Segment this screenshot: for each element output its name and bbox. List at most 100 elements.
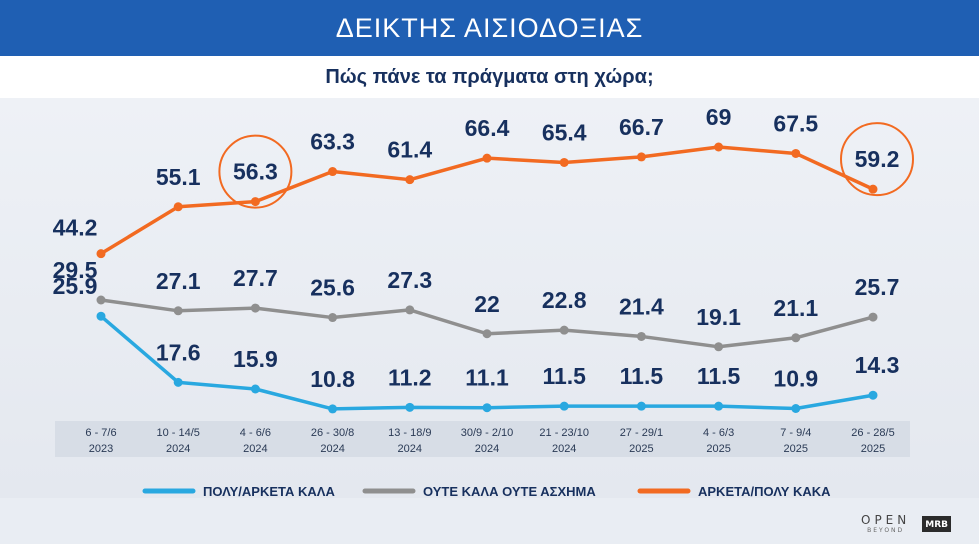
legend-label: ΑΡΚΕΤΑ/ΠΟΛΥ ΚΑΚΑ [698, 484, 831, 499]
data-point [482, 403, 492, 413]
data-label: 59.2 [855, 146, 900, 172]
logo-area: OPEN BEYOND MRB [861, 513, 951, 534]
x-tick-label: 13 - 18/9 [388, 427, 431, 439]
chart-subtitle: Πώς πάνε τα πράγματα στη χώρα; [325, 65, 654, 88]
x-axis-band [55, 421, 910, 457]
data-point [714, 142, 724, 152]
x-tick-label: 2025 [629, 443, 653, 455]
x-tick-label: 26 - 28/5 [851, 427, 894, 439]
data-label: 44.2 [53, 215, 98, 241]
data-label: 66.4 [465, 115, 510, 141]
data-label: 21.4 [619, 293, 664, 319]
data-point [328, 167, 338, 177]
data-point [559, 157, 569, 167]
data-label: 25.7 [855, 274, 900, 300]
x-tick-label: 2024 [243, 443, 267, 455]
data-label: 22 [474, 291, 500, 317]
data-point [96, 249, 106, 259]
x-tick-label: 7 - 9/4 [780, 427, 811, 439]
data-label: 69 [706, 104, 732, 130]
x-tick-label: 2024 [475, 443, 499, 455]
data-point [482, 329, 492, 339]
series-2: 25.9 17.6 15.9 10.8 11.2 11.1 11.5 11.5 11.5 10.9… [53, 273, 900, 414]
data-label: 66.7 [619, 114, 664, 140]
data-point [559, 401, 569, 411]
data-label: 19.1 [696, 304, 741, 330]
data-label: 11.1 [465, 365, 509, 391]
x-tick-label: 4 - 6/6 [240, 427, 271, 439]
x-tick-label: 2025 [706, 443, 730, 455]
data-point [96, 311, 106, 321]
data-point [868, 184, 878, 194]
data-point [250, 384, 260, 394]
data-point [482, 153, 492, 163]
highlight-circle [218, 134, 293, 209]
data-point [405, 402, 415, 412]
data-label: 27.7 [233, 265, 278, 291]
data-label: 29.5 [53, 257, 98, 283]
data-label: 11.2 [388, 364, 432, 390]
data-point [328, 404, 338, 414]
data-label: 27.3 [387, 267, 432, 293]
data-label: 11.5 [620, 363, 664, 389]
data-point [173, 202, 183, 212]
x-tick-label: 27 - 29/1 [620, 427, 663, 439]
data-point [405, 305, 415, 315]
x-tick-label: 6 - 7/6 [85, 427, 116, 439]
title-banner: ΔΕΙΚΤΗΣ ΑΙΣΙΟΔΟΞΙΑΣ [0, 0, 979, 56]
data-label: 10.9 [773, 366, 818, 392]
data-point [714, 401, 724, 411]
data-label: 21.1 [773, 295, 818, 321]
series-0: 44.2 55.1 56.3 63.3 61.4 66.4 65.4 66.7 69 67.5 59… [53, 104, 914, 259]
data-point [559, 325, 569, 335]
data-label: 65.4 [542, 119, 587, 145]
data-label: 22.8 [542, 287, 587, 313]
open-beyond-logo: OPEN BEYOND [861, 513, 910, 534]
series-1: 29.5 27.1 27.7 25.6 27.3 22 22.8 21.4 19.1 21.1 25… [53, 257, 900, 352]
x-tick-label: 2024 [166, 443, 190, 455]
logo-main-text: OPEN [861, 513, 911, 527]
data-label: 61.4 [387, 137, 432, 163]
data-point [250, 197, 260, 207]
data-point [405, 175, 415, 185]
data-point [791, 148, 801, 158]
data-label: 10.8 [310, 366, 355, 392]
data-label: 11.5 [697, 363, 741, 389]
logo-sub-text: BEYOND [867, 527, 905, 534]
data-point [250, 303, 260, 313]
x-tick-label: 2024 [552, 443, 576, 455]
data-point [173, 306, 183, 316]
data-label: 25.9 [53, 273, 98, 299]
x-tick-label: 2024 [398, 443, 422, 455]
data-point [791, 404, 801, 413]
x-tick-label: 30/9 - 2/10 [461, 427, 514, 439]
data-point [868, 390, 878, 400]
data-label: 27.1 [156, 268, 201, 294]
legend-label: ΟΥΤΕ ΚΑΛΑ ΟΥΤΕ ΑΣΧΗΜΑ [423, 484, 596, 499]
data-point [791, 333, 801, 343]
data-label: 67.5 [773, 110, 818, 136]
data-label: 15.9 [233, 346, 278, 372]
series-line-0 [100, 145, 874, 256]
data-label: 14.3 [855, 352, 900, 378]
data-point [714, 342, 724, 352]
x-tick-label: 2023 [89, 443, 113, 455]
x-tick-label: 2025 [861, 443, 885, 455]
data-point [328, 313, 338, 323]
data-point [173, 377, 183, 387]
data-label: 63.3 [310, 129, 355, 155]
mrb-logo: MRB [922, 515, 951, 532]
data-label: 25.6 [310, 275, 355, 301]
x-tick-label: 2024 [320, 443, 344, 455]
data-point [96, 295, 106, 305]
x-tick-label: 2025 [784, 443, 808, 455]
data-point [636, 331, 646, 341]
chart-title: ΔΕΙΚΤΗΣ ΑΙΣΙΟΔΟΞΙΑΣ [335, 12, 644, 43]
data-label: 17.6 [156, 339, 201, 365]
x-tick-label: 10 - 14/5 [156, 427, 199, 439]
x-tick-label: 21 - 23/10 [539, 427, 589, 439]
data-point [868, 312, 878, 322]
data-label: 56.3 [233, 159, 278, 185]
data-point [636, 152, 646, 162]
